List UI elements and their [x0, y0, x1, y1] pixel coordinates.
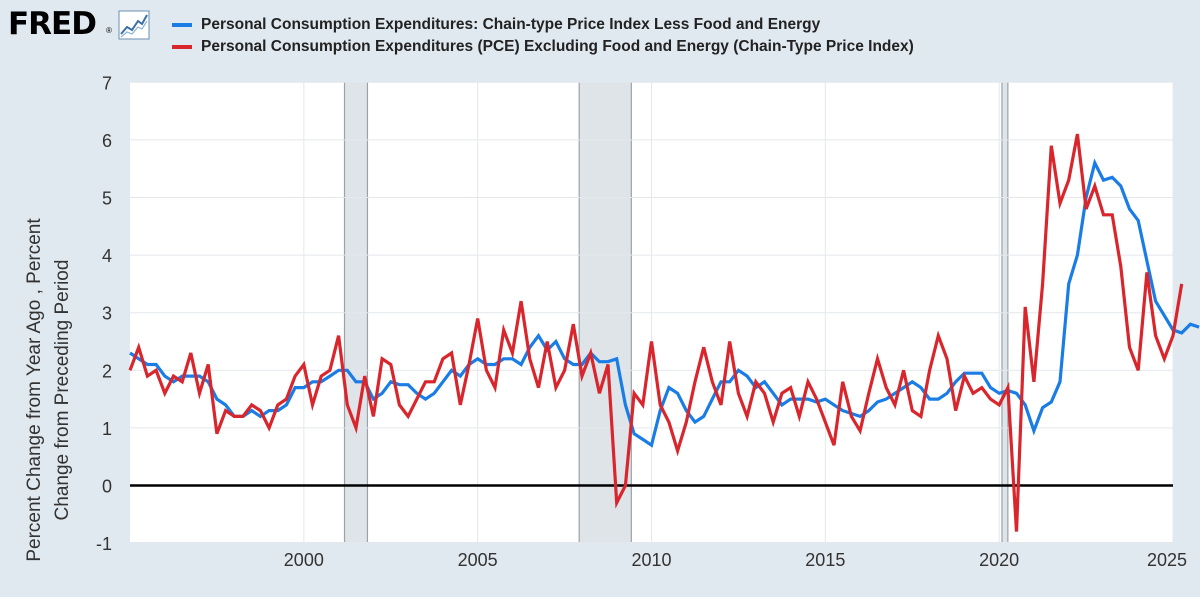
y-tick-label: 6	[102, 131, 112, 151]
recession-band-1	[344, 82, 368, 542]
legend-item-series-2[interactable]: Personal Consumption Expenditures (PCE) …	[172, 36, 914, 58]
y-tick-label: 2	[102, 361, 112, 381]
y-axis-label-line-2: Change from Preceding Period	[52, 260, 73, 521]
y-tick-label: 0	[102, 477, 112, 497]
y-axis-label-line-1: Percent Change from Year Ago , Percent	[24, 218, 45, 562]
y-tick-label: 3	[102, 304, 112, 324]
legend-item-series-1[interactable]: Personal Consumption Expenditures: Chain…	[172, 14, 914, 36]
legend-swatch-red	[172, 45, 192, 49]
y-tick-label: 7	[102, 73, 112, 93]
legend-swatch-blue	[172, 23, 192, 27]
legend-label-series-2: Personal Consumption Expenditures (PCE) …	[201, 38, 914, 55]
y-tick-label: 1	[102, 419, 112, 439]
y-tick-label: 5	[102, 189, 112, 209]
x-tick-label: 2010	[631, 550, 671, 570]
fred-logo[interactable]: FRED	[8, 6, 97, 42]
x-tick-label: 2005	[458, 550, 498, 570]
line-graph-icon	[118, 10, 150, 45]
x-tick-label: 2015	[805, 550, 845, 570]
x-tick-label: 2025	[1147, 550, 1187, 570]
registered-mark: ®	[106, 26, 112, 35]
legend-label-series-1: Personal Consumption Expenditures: Chain…	[201, 16, 821, 33]
x-tick-label: 2020	[979, 550, 1019, 570]
recession-band-3	[1001, 82, 1008, 542]
y-tick-label: 4	[102, 246, 112, 266]
y-tick-label: -1	[96, 534, 112, 554]
recession-band-2	[579, 82, 632, 542]
series-line-2[interactable]	[128, 133, 1184, 532]
x-tick-label: 2000	[284, 550, 324, 570]
legend: Personal Consumption Expenditures: Chain…	[172, 14, 914, 58]
